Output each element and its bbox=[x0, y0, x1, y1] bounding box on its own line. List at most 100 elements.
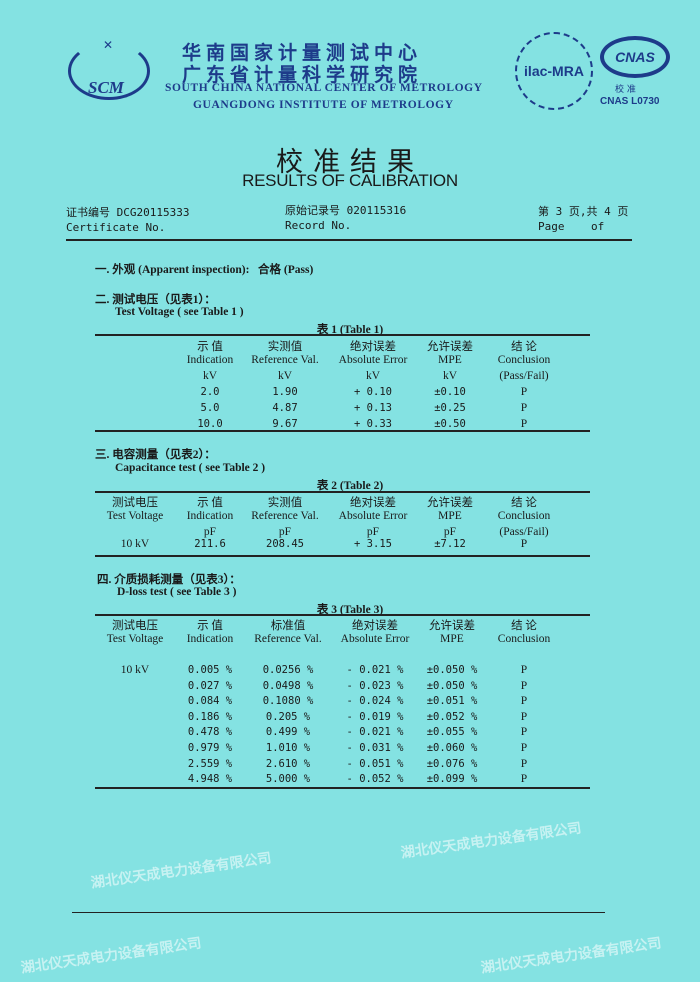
table2-header-cell: 绝对误差 bbox=[350, 497, 396, 509]
cnas-logo: CNAS bbox=[600, 36, 670, 78]
table3-top-rule bbox=[95, 614, 590, 616]
table1-header-cell: kV bbox=[365, 370, 381, 382]
table1-cell: + 0.10 bbox=[354, 386, 392, 398]
table1-top-rule bbox=[95, 334, 590, 336]
table3-cell: ±0.055 % bbox=[426, 726, 478, 739]
table3-header-cell: Reference Val. bbox=[254, 633, 322, 645]
scm-logo bbox=[68, 42, 150, 100]
table3-cell: ±0.050 % bbox=[426, 664, 478, 676]
table3-cell: 1.010 % bbox=[265, 742, 311, 754]
table3-header-cell: Absolute Error bbox=[340, 633, 410, 645]
cert-label-en: Certificate No. bbox=[66, 221, 166, 234]
table2-cell: + 3.15 bbox=[354, 538, 392, 550]
watermark: 湖北仪天成电力设备有限公司 bbox=[479, 935, 663, 977]
table3-cell: 5.000 % bbox=[265, 773, 311, 786]
table3-cell: - 0.021 % bbox=[346, 726, 404, 739]
table1-header-cell: 示 值 bbox=[197, 341, 223, 353]
table3-cell: 0.979 % bbox=[187, 742, 233, 754]
table3-cell: 0.1080 % bbox=[262, 695, 314, 708]
record-no: 原始记录号 020115316 bbox=[285, 204, 407, 217]
table2-cell: 208.45 bbox=[266, 538, 304, 550]
table1-cell: 2.0 bbox=[200, 386, 220, 398]
table2-header-cell: Indication bbox=[186, 510, 234, 522]
table1-cell: 10.0 bbox=[197, 418, 223, 430]
cnas-sub: 校 准 bbox=[615, 85, 636, 95]
table3-cell: ±0.060 % bbox=[426, 742, 478, 754]
table3-header-cell: 示 值 bbox=[197, 620, 223, 632]
watermark: 湖北仪天成电力设备有限公司 bbox=[399, 820, 583, 862]
table2-header-cell: (Pass/Fail) bbox=[499, 526, 549, 538]
table1-header-cell: kV bbox=[277, 370, 293, 382]
table2-header-cell: Absolute Error bbox=[338, 510, 408, 522]
section4-title-en: D-loss test ( see Table 3 ) bbox=[117, 586, 237, 598]
table1-header-cell: 实测值 bbox=[267, 341, 303, 353]
table1-header-cell: 绝对误差 bbox=[350, 341, 396, 353]
table3-cell: - 0.051 % bbox=[346, 757, 404, 770]
table3-cell: 0.478 % bbox=[187, 726, 233, 739]
section4-title-cn: 四. 介质损耗测量（见表3）： bbox=[97, 574, 241, 586]
table3-cell: 0.084 % bbox=[187, 695, 233, 708]
table1-cell: 4.87 bbox=[272, 402, 298, 414]
table1-header-cell: (Pass/Fail) bbox=[499, 370, 549, 382]
cnas-number: CNAS L0730 bbox=[600, 96, 660, 107]
table3-header-cell: Indication bbox=[186, 633, 234, 645]
table2-cell: ±7.12 bbox=[434, 538, 466, 550]
table3-cell: ±0.050 % bbox=[426, 679, 478, 692]
table2-header-cell: 允许误差 bbox=[427, 497, 473, 509]
table1-header-cell: Conclusion bbox=[497, 354, 551, 366]
title-en: RESULTS OF CALIBRATION bbox=[242, 171, 458, 190]
page-cn: 第 3 页,共 4 页 bbox=[538, 205, 629, 218]
table2-bottom-rule bbox=[95, 555, 590, 557]
cert-no: 证书编号 DCG20115333 bbox=[66, 206, 190, 219]
table1-cell: 1.90 bbox=[272, 386, 298, 398]
table3-voltage-cell: 10 kV bbox=[120, 664, 150, 676]
table3-cell: 0.0256 % bbox=[262, 664, 314, 676]
table2-cell: P bbox=[520, 538, 528, 550]
table1-header-cell: kV bbox=[202, 370, 218, 382]
table2-header-cell: pF bbox=[203, 526, 217, 538]
footer-rule bbox=[72, 912, 605, 913]
table3-cell: 0.205 % bbox=[265, 710, 311, 723]
table3-cell: ±0.076 % bbox=[426, 757, 478, 770]
table1-cell: + 0.33 bbox=[354, 418, 392, 430]
table1-cell: 5.0 bbox=[200, 402, 220, 414]
table3-cell: P bbox=[520, 757, 528, 770]
table3-cell: - 0.021 % bbox=[346, 664, 404, 676]
table2-header-cell: pF bbox=[278, 526, 292, 538]
table3-cell: - 0.031 % bbox=[346, 742, 404, 754]
table3-header-cell: Conclusion bbox=[497, 633, 551, 645]
table3-cell: - 0.023 % bbox=[346, 679, 404, 692]
table2-top-rule bbox=[95, 491, 590, 493]
table3-header-cell: MPE bbox=[440, 633, 464, 645]
table2-header-cell: MPE bbox=[438, 510, 462, 522]
section3-title-cn: 三. 电容测量（见表2）： bbox=[95, 449, 216, 461]
table2-header-cell: 结 论 bbox=[511, 497, 537, 509]
table2-header-cell: pF bbox=[443, 526, 457, 538]
table1-cell: ±0.50 bbox=[434, 418, 466, 430]
scm-logo-mark: ✕ bbox=[103, 38, 114, 52]
table3-header-cell: 绝对误差 bbox=[352, 620, 398, 632]
table2-cell: 10 kV bbox=[120, 538, 150, 550]
table1-header-cell: Absolute Error bbox=[338, 354, 408, 366]
table3-header-cell: 结 论 bbox=[511, 620, 537, 632]
section2-title-cn: 二. 测试电压（见表1）： bbox=[95, 294, 216, 306]
table3-cell: 0.027 % bbox=[187, 679, 233, 692]
table1-cell: ±0.25 bbox=[434, 402, 466, 414]
table1-header-cell: 结 论 bbox=[511, 341, 537, 353]
table3-cell: P bbox=[520, 742, 528, 754]
ilac-mra-logo: ilac-MRA bbox=[515, 32, 593, 110]
table2-header-cell: 测试电压 bbox=[112, 497, 158, 509]
table1-bottom-rule bbox=[95, 430, 590, 432]
table2-cell: 211.6 bbox=[194, 538, 226, 550]
table2-header-cell: pF bbox=[366, 526, 380, 538]
table1-header-cell: 允许误差 bbox=[427, 341, 473, 353]
table2-header-cell: Test Voltage bbox=[106, 510, 164, 522]
table3-title: 表 3 (Table 3) bbox=[316, 604, 384, 616]
table1-cell: P bbox=[520, 418, 528, 430]
table3-cell: ±0.051 % bbox=[426, 695, 478, 708]
table3-cell: - 0.024 % bbox=[346, 695, 404, 708]
table1-cell: P bbox=[520, 402, 528, 414]
table3-cell: - 0.052 % bbox=[346, 773, 404, 786]
table3-cell: P bbox=[520, 679, 528, 692]
table1-header-cell: Indication bbox=[186, 354, 234, 366]
